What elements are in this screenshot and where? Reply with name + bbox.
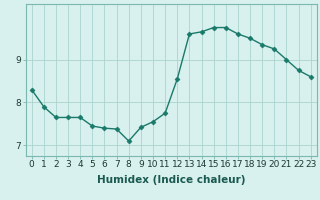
X-axis label: Humidex (Indice chaleur): Humidex (Indice chaleur)	[97, 175, 245, 185]
